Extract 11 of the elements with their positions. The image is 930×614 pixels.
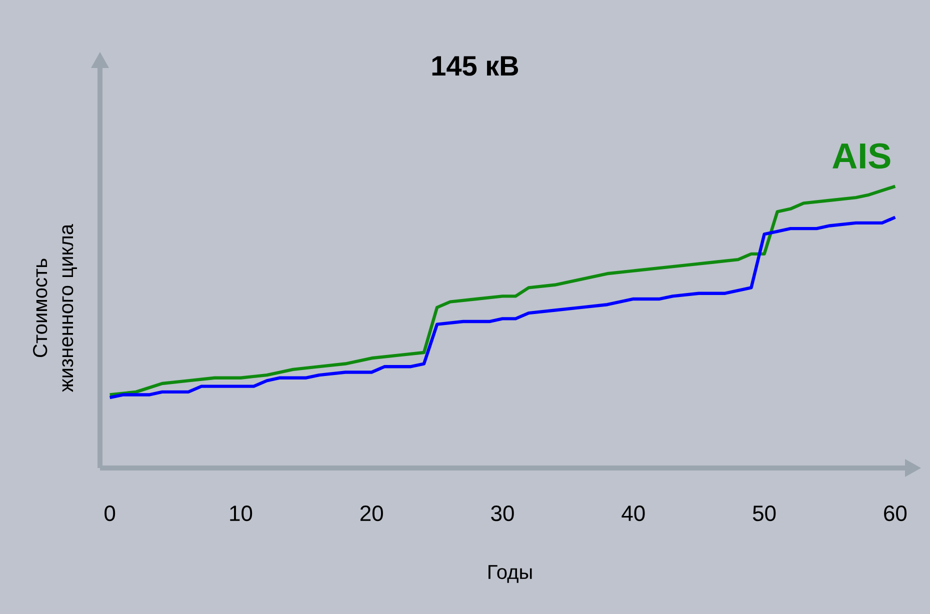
x-tick-label: 20 [360, 506, 383, 522]
x-tick-label: 0 [104, 506, 116, 522]
series-label: AIS [832, 143, 890, 169]
x-tick-label: 60 [884, 506, 907, 522]
x-tick-label: 10 [230, 506, 252, 522]
x-tick-label: 40 [622, 506, 645, 522]
y-axis-title: Стоимость жизненного цикла [33, 224, 77, 392]
x-axis-title: Годы [488, 565, 532, 583]
x-tick-label: 30 [491, 506, 514, 522]
chart-title: 145 кВ [432, 56, 518, 76]
x-tick-label: 50 [752, 506, 776, 522]
